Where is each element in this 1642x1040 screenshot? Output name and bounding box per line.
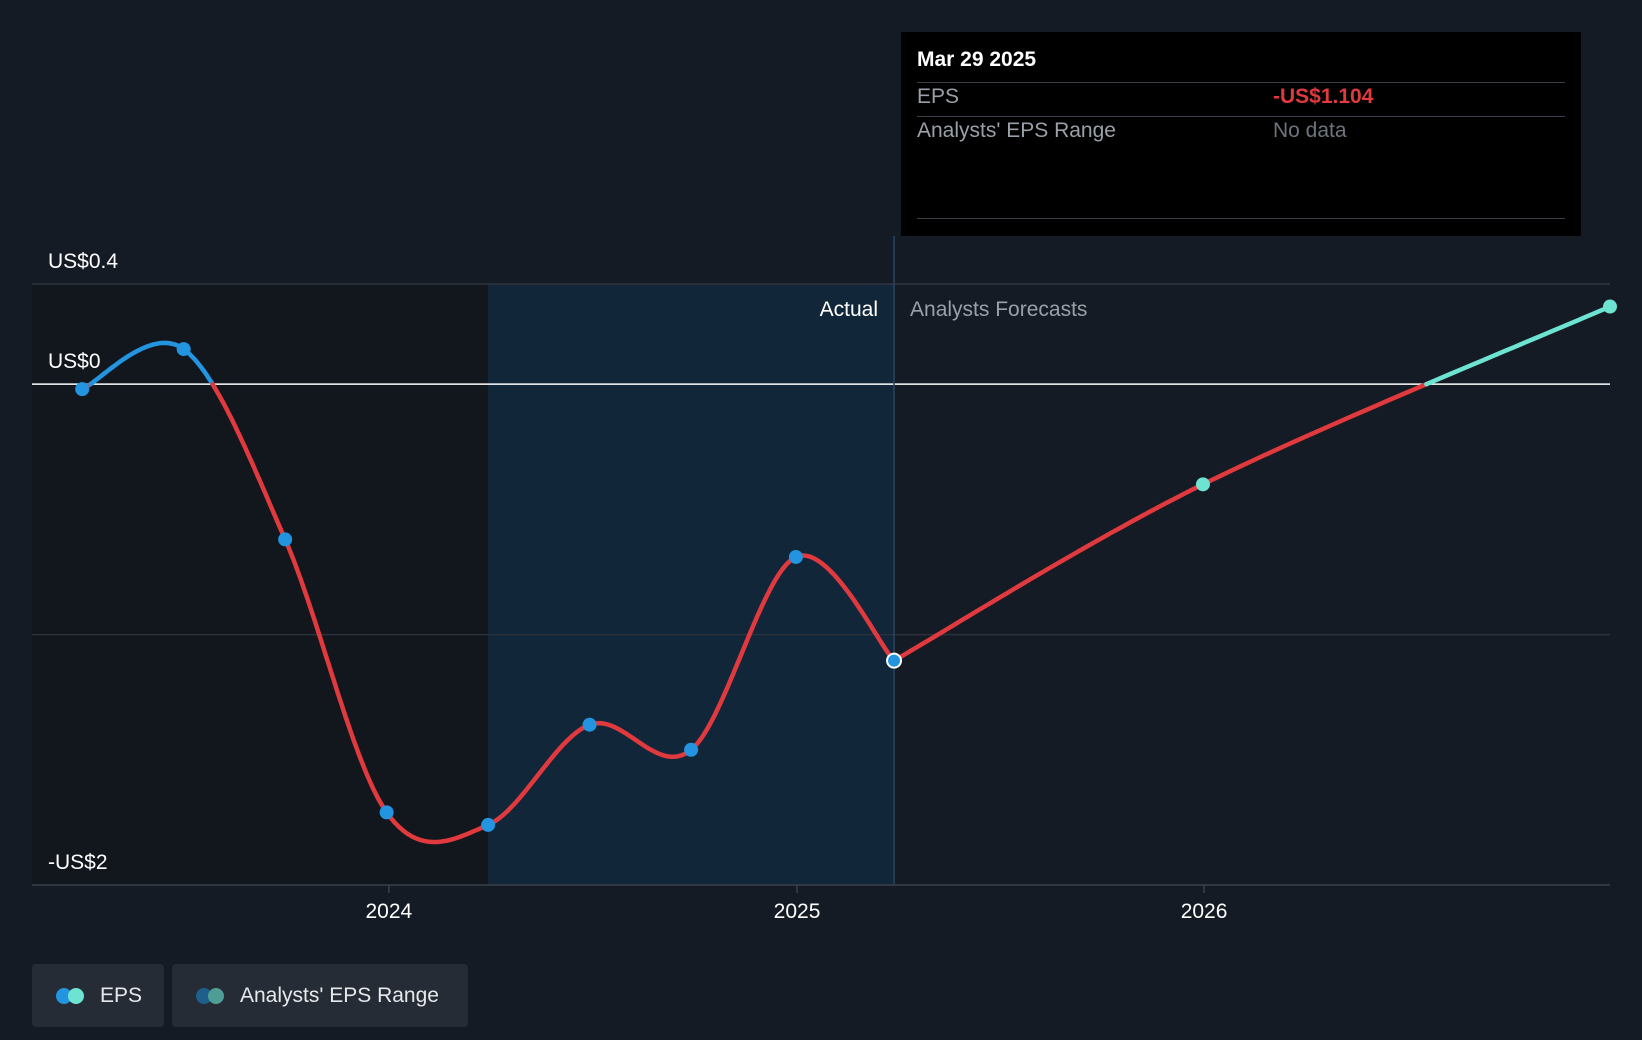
last-year-shaded-region bbox=[488, 284, 895, 885]
eps-forecast-line-negative-segment bbox=[891, 381, 1429, 663]
tooltip-range-value: No data bbox=[1273, 119, 1347, 142]
eps-actual-line-positive-segment bbox=[88, 340, 215, 387]
eps-actual-point[interactable] bbox=[278, 532, 293, 547]
x-tick-label: 2025 bbox=[774, 900, 821, 923]
tooltip-divider bbox=[917, 82, 1565, 83]
y-tick-label: US$0.4 bbox=[48, 250, 118, 273]
tooltip-range-label: Analysts' EPS Range bbox=[917, 119, 1116, 142]
forecast-label: Analysts Forecasts bbox=[910, 298, 1087, 321]
legend-eps[interactable]: EPS bbox=[32, 964, 164, 1027]
eps-forecast-line-positive-segment bbox=[1424, 304, 1613, 387]
eps-legend-dot-forecast bbox=[68, 987, 84, 1004]
x-tick-label: 2026 bbox=[1181, 900, 1228, 923]
eps-actual-point[interactable] bbox=[582, 717, 597, 732]
eps-forecast-point[interactable] bbox=[1603, 299, 1617, 314]
actual-label: Actual bbox=[820, 298, 878, 321]
hover-tooltip: Mar 29 2025 EPS -US$1.104 Analysts' EPS … bbox=[901, 32, 1581, 236]
legend-eps-label: EPS bbox=[100, 983, 143, 1007]
tooltip-divider bbox=[917, 116, 1565, 117]
y-tick-label: US$0 bbox=[48, 350, 101, 373]
eps-actual-line-negative-segment bbox=[210, 381, 897, 845]
eps-actual-point[interactable] bbox=[481, 817, 496, 832]
tooltip-date: Mar 29 2025 bbox=[917, 48, 1037, 71]
eps-actual-point[interactable] bbox=[684, 742, 699, 757]
tooltip-divider bbox=[917, 218, 1565, 219]
eps-actual-point[interactable] bbox=[75, 382, 90, 397]
eps-actual-point[interactable] bbox=[788, 549, 803, 564]
legend-range-label: Analysts' EPS Range bbox=[240, 983, 439, 1007]
eps-legend-icon bbox=[56, 987, 86, 1004]
tooltip-eps-label: EPS bbox=[917, 85, 960, 108]
eps-actual-point[interactable] bbox=[176, 342, 191, 357]
tooltip-eps-value: -US$1.104 bbox=[1273, 85, 1374, 108]
eps-actual-point[interactable] bbox=[379, 805, 394, 820]
y-tick-label: -US$2 bbox=[48, 851, 108, 874]
legend-eps-range[interactable]: Analysts' EPS Range bbox=[172, 964, 468, 1027]
x-tick-label: 2024 bbox=[366, 900, 413, 923]
range-legend-dot-b bbox=[208, 987, 224, 1004]
eps-forecast-point[interactable] bbox=[1195, 477, 1210, 492]
eps-selected-point[interactable] bbox=[886, 652, 903, 669]
range-legend-icon bbox=[196, 987, 226, 1004]
